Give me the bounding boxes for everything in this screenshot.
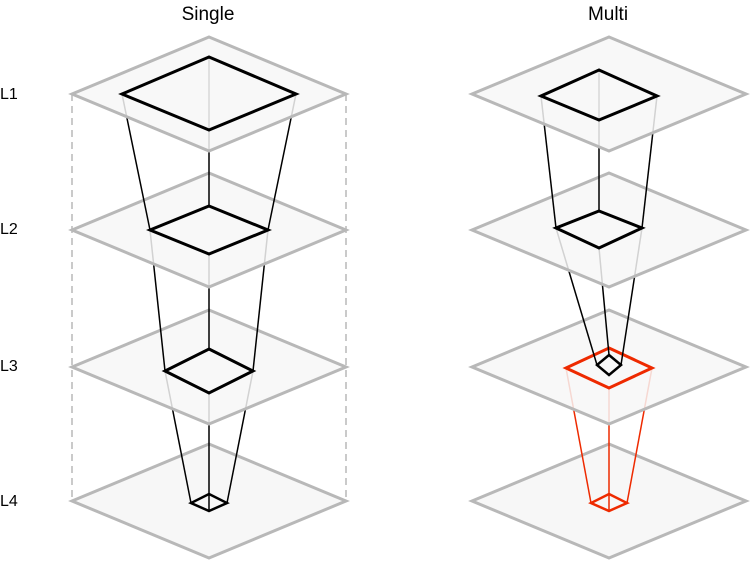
layer-label-l3: L3 (0, 358, 18, 375)
receptive-field-l3 (595, 353, 623, 377)
receptive-field-l3 (161, 347, 257, 395)
highlight-field-l3 (562, 346, 656, 390)
multi-panel (468, 35, 750, 560)
single-panel (68, 35, 350, 560)
receptive-field-l2 (146, 204, 272, 256)
layer-label-l4: L4 (0, 493, 18, 510)
plane-l3 (468, 308, 750, 426)
receptive-field-l1 (118, 55, 300, 132)
panel-title-multi: Multi (587, 4, 629, 25)
receptive-field-l2 (552, 209, 646, 250)
receptive-field-l1 (537, 68, 661, 122)
plane-l2 (68, 171, 350, 289)
plane-l1 (468, 35, 750, 153)
layer-label-l2: L2 (0, 221, 18, 238)
plane-l3 (68, 308, 350, 426)
layer-label-l1: L1 (0, 86, 18, 103)
plane-l2 (468, 171, 750, 289)
panel-title-single: Single (181, 4, 235, 25)
